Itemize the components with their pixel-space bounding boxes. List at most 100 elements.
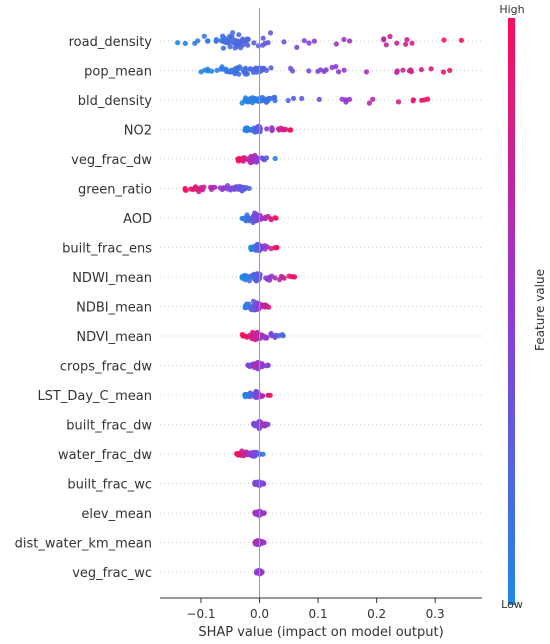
- data-point: [288, 127, 294, 133]
- feature-label: NDVI_mean: [76, 330, 152, 345]
- data-point: [220, 33, 226, 39]
- data-point: [333, 41, 339, 47]
- data-point: [383, 42, 389, 48]
- data-point: [238, 45, 244, 51]
- data-point: [363, 69, 370, 75]
- data-point: [343, 99, 349, 105]
- data-point: [250, 298, 257, 304]
- data-point: [247, 332, 253, 338]
- data-point: [267, 30, 274, 36]
- data-point: [264, 304, 270, 310]
- feature-label: veg_frac_dw: [71, 153, 152, 168]
- data-point: [294, 44, 300, 51]
- data-point: [213, 38, 219, 44]
- data-point: [341, 67, 347, 73]
- colorbar-low-label: Low: [501, 598, 523, 611]
- data-point: [260, 393, 266, 399]
- data-point: [410, 97, 416, 103]
- data-point: [252, 539, 258, 545]
- data-point: [264, 126, 270, 132]
- data-point: [251, 156, 257, 163]
- data-point: [254, 389, 260, 395]
- data-point: [447, 67, 453, 73]
- data-point: [395, 99, 402, 105]
- data-point: [209, 68, 215, 74]
- data-point: [242, 65, 248, 71]
- data-point: [341, 36, 347, 43]
- data-point: [265, 213, 271, 219]
- data-point: [265, 421, 271, 427]
- data-point: [323, 67, 329, 73]
- data-point: [306, 68, 312, 74]
- data-point: [268, 65, 274, 71]
- data-point: [301, 38, 307, 44]
- data-point: [269, 333, 275, 339]
- data-point: [236, 32, 242, 38]
- data-point: [239, 100, 245, 106]
- data-point: [306, 40, 312, 46]
- data-point: [240, 333, 246, 339]
- data-point: [220, 45, 226, 51]
- data-point: [409, 40, 415, 46]
- data-point: [252, 66, 258, 72]
- data-point: [248, 66, 254, 72]
- data-point: [272, 275, 278, 281]
- feature-label: pop_mean: [84, 65, 152, 80]
- data-point: [347, 38, 353, 44]
- data-point: [192, 40, 198, 46]
- data-point: [219, 64, 225, 70]
- data-point: [223, 67, 229, 73]
- data-point: [263, 155, 270, 161]
- feature-label: elev_mean: [81, 507, 152, 522]
- feature-label: LST_Day_C_mean: [37, 389, 152, 404]
- data-point: [333, 64, 339, 70]
- data-point: [440, 69, 447, 75]
- data-point: [394, 40, 400, 46]
- data-point: [256, 246, 262, 252]
- data-point: [285, 97, 291, 104]
- data-point: [387, 33, 393, 40]
- data-point: [269, 126, 275, 133]
- data-point: [230, 30, 236, 36]
- data-point: [441, 37, 447, 43]
- feature-label: water_frac_dw: [58, 448, 152, 463]
- data-point: [252, 362, 258, 368]
- data-point: [316, 96, 322, 102]
- data-point: [227, 33, 233, 39]
- feature-label: veg_frac_wc: [72, 566, 152, 581]
- data-point: [260, 35, 266, 41]
- data-point: [247, 274, 253, 280]
- data-point: [247, 158, 253, 164]
- data-point: [381, 37, 387, 43]
- data-point: [235, 156, 241, 162]
- data-point: [406, 68, 412, 74]
- data-point: [266, 95, 272, 101]
- data-point: [366, 100, 372, 106]
- data-point: [272, 155, 278, 162]
- data-point: [208, 186, 215, 192]
- data-point: [346, 96, 353, 102]
- data-point: [245, 36, 251, 43]
- colorbar: High Low Feature value: [499, 3, 547, 611]
- data-point: [289, 68, 296, 74]
- data-point: [200, 187, 206, 193]
- data-point: [263, 275, 269, 281]
- data-point: [239, 275, 245, 281]
- data-point: [279, 274, 285, 280]
- feature-label: AOD: [123, 212, 152, 227]
- data-point: [246, 185, 252, 191]
- data-point: [251, 40, 257, 46]
- data-point: [259, 480, 265, 486]
- data-point: [281, 39, 287, 45]
- data-point: [268, 217, 274, 223]
- feature-rows: [160, 40, 482, 573]
- data-point: [311, 38, 317, 44]
- data-point: [259, 94, 265, 101]
- feature-label: bld_density: [78, 94, 153, 109]
- data-point: [252, 509, 258, 515]
- data-point: [299, 95, 305, 102]
- data-point: [240, 185, 246, 191]
- data-point: [235, 66, 241, 72]
- colorbar-gradient: [508, 18, 515, 605]
